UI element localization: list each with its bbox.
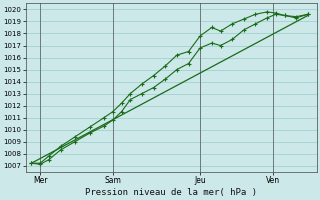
X-axis label: Pression niveau de la mer( hPa ): Pression niveau de la mer( hPa ) xyxy=(85,188,257,197)
